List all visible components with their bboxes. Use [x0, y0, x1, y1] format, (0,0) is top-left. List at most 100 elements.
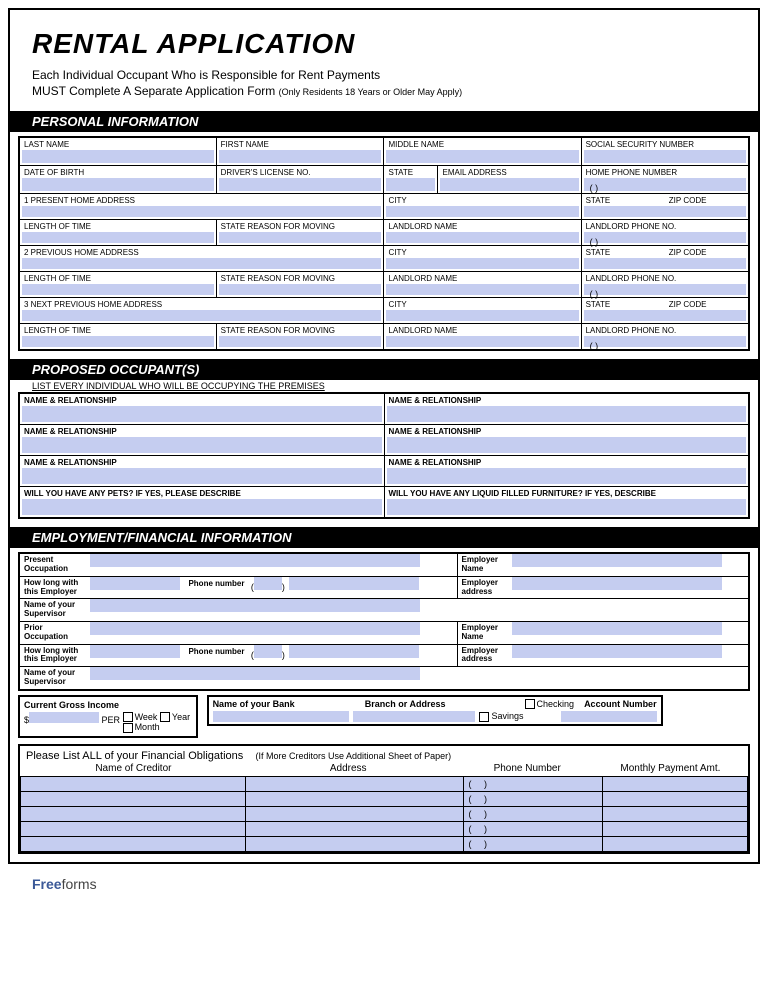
phone-num-1[interactable]: [289, 577, 419, 590]
state-zip-input-3[interactable]: [584, 310, 746, 321]
liquid-label: WILL YOU HAVE ANY LIQUID FILLED FURNITUR…: [385, 487, 749, 498]
employer-addr-input-1[interactable]: [512, 577, 722, 590]
landlord-phone-input-1[interactable]: ( ): [584, 232, 746, 243]
phone-input-2[interactable]: ( ): [464, 792, 602, 807]
liquid-input[interactable]: [387, 499, 747, 515]
phone-input-5[interactable]: ( ): [464, 837, 602, 852]
phone-num-2[interactable]: [289, 645, 419, 658]
phone-input-3[interactable]: ( ): [464, 807, 602, 822]
month-checkbox[interactable]: [123, 723, 133, 733]
name-rel-input-2[interactable]: [387, 406, 747, 422]
name-rel-input-3[interactable]: [22, 437, 382, 453]
next-prev-addr-input[interactable]: [22, 310, 381, 321]
phone-input-4[interactable]: ( ): [464, 822, 602, 837]
first-name-label: FIRST NAME: [217, 138, 384, 149]
phone-area-1[interactable]: [254, 577, 282, 590]
name-rel-input-1[interactable]: [22, 406, 382, 422]
week-checkbox[interactable]: [123, 712, 133, 722]
year-label: Year: [172, 712, 190, 722]
landlord-name-input-3[interactable]: [386, 336, 578, 347]
bank-name-label: Name of your Bank: [213, 699, 295, 709]
address-input-4[interactable]: [246, 822, 464, 837]
supervisor-input-1[interactable]: [90, 599, 420, 612]
employer-name-input-1[interactable]: [512, 554, 722, 567]
phone-area-2[interactable]: [254, 645, 282, 658]
employer-addr-input-2[interactable]: [512, 645, 722, 658]
pets-input[interactable]: [22, 499, 382, 515]
length-input-2[interactable]: [22, 284, 214, 295]
month-label: Month: [135, 722, 160, 732]
landlord-phone-input-3[interactable]: ( ): [584, 336, 746, 347]
employer-name-input-2[interactable]: [512, 622, 722, 635]
employer-addr-label-2: Employer address: [458, 645, 512, 667]
employer-addr-label-1: Employer address: [458, 577, 512, 599]
address-input-2[interactable]: [246, 792, 464, 807]
payment-input-2[interactable]: [602, 792, 747, 807]
creditor-input-3[interactable]: [21, 807, 246, 822]
state-zip-input-1[interactable]: [584, 206, 746, 217]
payment-input-5[interactable]: [602, 837, 747, 852]
bank-name-input[interactable]: [213, 711, 349, 722]
supervisor-input-2[interactable]: [90, 667, 420, 680]
email-input[interactable]: [440, 178, 578, 191]
phone-col: Phone Number: [456, 763, 599, 774]
ssn-input[interactable]: [584, 150, 746, 163]
address-col: Address: [241, 763, 456, 774]
state-zip-input-2[interactable]: [584, 258, 746, 269]
prev-addr-input[interactable]: [22, 258, 381, 269]
checking-checkbox[interactable]: [525, 699, 535, 709]
dl-state-input[interactable]: [386, 178, 435, 191]
present-addr-input[interactable]: [22, 206, 381, 217]
payment-input-1[interactable]: [602, 777, 747, 792]
first-name-input[interactable]: [219, 150, 382, 163]
rental-application-form: RENTAL APPLICATION Each Individual Occup…: [8, 8, 760, 864]
landlord-phone-input-2[interactable]: ( ): [584, 284, 746, 295]
address-input-1[interactable]: [246, 777, 464, 792]
city-input-1[interactable]: [386, 206, 578, 217]
name-rel-input-4[interactable]: [387, 437, 747, 453]
address-input-5[interactable]: [246, 837, 464, 852]
creditor-input-1[interactable]: [21, 777, 246, 792]
reason-input-1[interactable]: [219, 232, 382, 243]
reason-input-2[interactable]: [219, 284, 382, 295]
phone-input-1[interactable]: ( ): [464, 777, 602, 792]
length-input-3[interactable]: [22, 336, 214, 347]
how-long-input-1[interactable]: [90, 577, 180, 590]
reason-label-1: STATE REASON FOR MOVING: [217, 220, 384, 231]
creditor-input-4[interactable]: [21, 822, 246, 837]
name-rel-label-6: NAME & RELATIONSHIP: [385, 456, 749, 467]
supervisor-label-2: Name of your Supervisor: [20, 667, 90, 689]
footer-brand: Freeforms: [0, 872, 768, 896]
landlord-name-input-1[interactable]: [386, 232, 578, 243]
dl-input[interactable]: [219, 178, 382, 191]
payment-input-4[interactable]: [602, 822, 747, 837]
name-rel-input-6[interactable]: [387, 468, 747, 484]
dob-input[interactable]: [22, 178, 214, 191]
address-input-3[interactable]: [246, 807, 464, 822]
obligations-box: Please List ALL of your Financial Obliga…: [18, 744, 750, 854]
landlord-name-input-2[interactable]: [386, 284, 578, 295]
city-input-2[interactable]: [386, 258, 578, 269]
prior-occ-input[interactable]: [90, 622, 420, 635]
name-rel-input-5[interactable]: [22, 468, 382, 484]
income-box: Current Gross Income $ PER Week Year Mon…: [18, 695, 198, 738]
last-name-input[interactable]: [22, 150, 214, 163]
income-amount-input[interactable]: [29, 712, 99, 723]
landlord-phone-label-3: LANDLORD PHONE NO.: [582, 324, 748, 335]
middle-name-input[interactable]: [386, 150, 578, 163]
length-input-1[interactable]: [22, 232, 214, 243]
acct-num-input[interactable]: [561, 711, 656, 722]
creditor-input-2[interactable]: [21, 792, 246, 807]
year-checkbox[interactable]: [160, 712, 170, 722]
home-phone-input[interactable]: ( ): [584, 178, 746, 191]
reason-input-3[interactable]: [219, 336, 382, 347]
present-occ-input[interactable]: [90, 554, 420, 567]
savings-checkbox[interactable]: [479, 712, 489, 722]
payment-input-3[interactable]: [602, 807, 747, 822]
city-input-3[interactable]: [386, 310, 578, 321]
how-long-label-1: How long with this Employer: [20, 577, 90, 599]
branch-input[interactable]: [353, 711, 476, 722]
how-long-input-2[interactable]: [90, 645, 180, 658]
state-label-3: STATE: [582, 298, 665, 309]
creditor-input-5[interactable]: [21, 837, 246, 852]
